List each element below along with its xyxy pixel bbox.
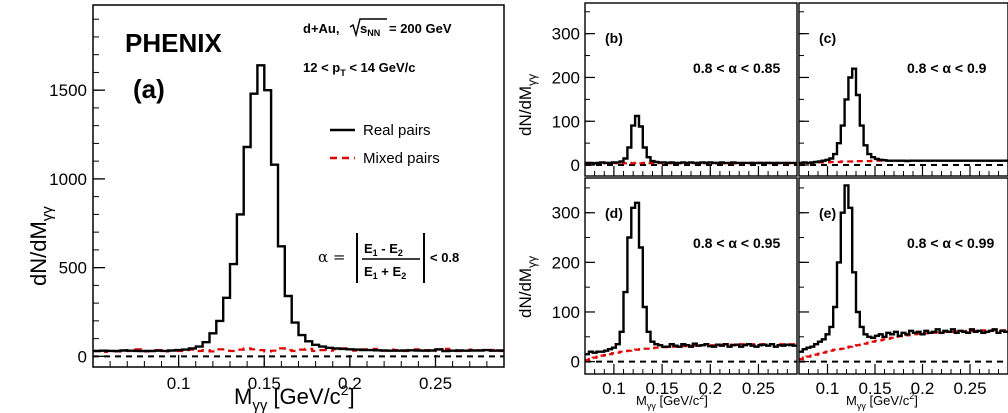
panel-b-y-axis-label: dN/dMγγ: [516, 74, 539, 136]
panel-b-y-tick-label: 0: [571, 156, 580, 175]
panel-b-y-tick-label: 100: [552, 112, 580, 131]
panel-a-y-axis-label: dN/dMγγ: [26, 206, 56, 286]
panel-c-label: (c): [819, 30, 836, 46]
panel-e-x-tick-label: 0.2: [911, 379, 935, 398]
panel-d-y-tick-label: 200: [552, 253, 580, 272]
sqrt-s-label: sNN: [360, 21, 380, 38]
panel-b-y-tick-label: 200: [552, 68, 580, 87]
panel-a-ticks: [93, 18, 488, 367]
panel-d-y-tick-label: 100: [552, 303, 580, 322]
alpha-cut: < 0.8: [430, 250, 459, 265]
panel-b-label: (b): [605, 30, 623, 46]
panel-c-cut-label: 0.8 < α < 0.9: [907, 60, 987, 76]
panel-b-y-tick-label: 300: [552, 25, 580, 44]
panel-d-cut-label: 0.8 < α < 0.95: [693, 235, 780, 251]
panel-a-x-tick-label: 0.25: [419, 374, 452, 393]
sub-panels: 0 100 200 300 (b) 0.8 < α < 0.85 (c) 0.8 < α < …: [552, 2, 1008, 398]
panel-b-cut-label: 0.8 < α < 0.85: [693, 60, 780, 76]
alpha-lhs: α =: [318, 248, 345, 266]
panel-a-x-tick-label: 0.2: [338, 374, 362, 393]
panel-d: 0 100 200 300 0.1 0.15 0.2 0.25 (d) 0.8 < α < 0.9…: [552, 177, 798, 398]
panel-a-x-tick-label: 0.1: [167, 374, 191, 393]
panel-c: (c) 0.8 < α < 0.9: [798, 2, 1008, 177]
panel-e-label: (e): [819, 205, 836, 221]
panel-d-real-pairs-series: [585, 201, 797, 356]
panel-e-cut-label: 0.8 < α < 0.99: [907, 235, 994, 251]
panel-a-y-tick-label: 0: [78, 347, 87, 366]
panel-a-frame: [92, 4, 505, 368]
panel-d-x-axis-label: Mγγ [GeV/c2]: [636, 391, 708, 411]
panel-e-real-pairs-series: [799, 184, 1008, 353]
panel-b-frame: [584, 2, 798, 177]
alpha-formula: α = E1 - E2 E1 + E2 < 0.8: [318, 233, 459, 283]
panel-d-x-tick-label: 0.1: [602, 379, 626, 398]
alpha-denominator: E1 + E2: [364, 264, 406, 281]
panel-a-x-tick-label: 0.15: [248, 374, 281, 393]
system-label: d+Au,: [303, 21, 339, 36]
energy-label: = 200 GeV: [389, 21, 452, 36]
sqrt-sign: [349, 18, 387, 38]
experiment-label: PHENIX: [125, 28, 222, 58]
panel-e-x-axis-label: Mγγ [GeV/c2]: [846, 391, 918, 411]
panel-e-x-tick-label: 0.15: [858, 379, 891, 398]
alpha-numerator: E1 - E2: [364, 241, 403, 258]
panel-a-y-tick-label: 1000: [49, 170, 87, 189]
panel-d-x-tick-label: 0.25: [742, 379, 775, 398]
panel-a: 0 500 1000 1500 0.1 0.15 0.2 0.25 PHENIX (a) d…: [26, 4, 505, 413]
panel-a-y-tick-labels: 0 500 1000 1500: [49, 81, 87, 366]
panel-d-x-tick-label: 0.2: [698, 379, 722, 398]
panel-e-x-tick-label: 0.25: [953, 379, 986, 398]
panel-e-x-tick-label: 0.1: [816, 379, 840, 398]
panel-d-y-tick-label: 0: [571, 353, 580, 372]
panel-e: 0.1 0.15 0.2 0.25 (e) 0.8 < α < 0.99: [798, 177, 1008, 398]
legend-mixed-pairs-label: Mixed pairs: [363, 150, 440, 167]
panel-e-mixed-pairs-series: [799, 329, 1008, 361]
legend-real-pairs-label: Real pairs: [363, 122, 431, 139]
panel-d-label: (d): [605, 205, 623, 221]
panel-d-y-axis-label: dN/dMγγ: [516, 256, 539, 318]
panel-c-real-pairs-series: [799, 67, 1008, 165]
panel-b: 0 100 200 300 (b) 0.8 < α < 0.85: [552, 2, 798, 177]
panel-d-y-tick-label: 300: [552, 204, 580, 223]
panel-a-y-tick-label: 1500: [49, 81, 87, 100]
pt-range-label: 12 < pT < 14 GeV/c: [303, 60, 415, 78]
panel-a-label: (a): [133, 74, 165, 104]
panel-a-x-tick-labels: 0.1 0.15 0.2 0.25: [167, 374, 452, 393]
panel-d-x-tick-label: 0.15: [646, 379, 679, 398]
panel-c-frame: [798, 2, 1008, 177]
panel-b-real-pairs-series: [585, 114, 797, 165]
panel-a-y-tick-label: 500: [59, 259, 87, 278]
panel-a-real-pairs-series: [93, 64, 504, 353]
panel-a-x-axis-label: Mγγ [GeV/c2]: [234, 382, 355, 413]
